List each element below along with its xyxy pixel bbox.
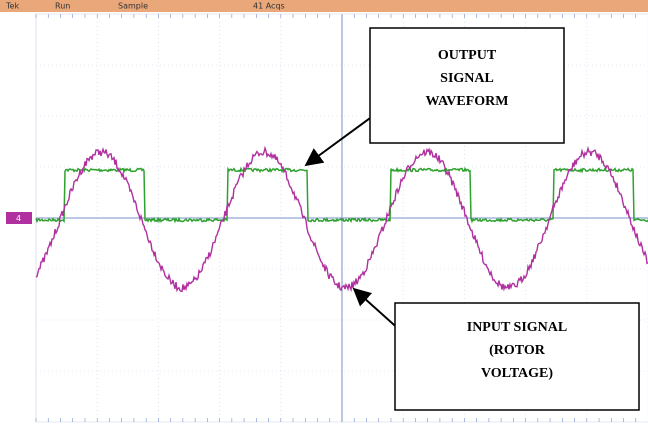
status-bar bbox=[0, 0, 648, 12]
annotation-line: INPUT SIGNAL bbox=[467, 320, 568, 335]
acquisition-mode: Sample bbox=[118, 2, 148, 11]
brand: Tek bbox=[5, 2, 19, 11]
acquisition-count: 41 Acqs bbox=[253, 2, 285, 11]
channel-marker: 4 bbox=[16, 214, 21, 223]
annotation-line: SIGNAL bbox=[440, 71, 494, 86]
scope-screenshot: Tek Run Sample 41 Acqs 4 OUTPUT SIGNAL W… bbox=[0, 0, 648, 425]
annotation-line: WAVEFORM bbox=[426, 94, 509, 109]
run-mode: Run bbox=[55, 2, 70, 11]
annotation-line: VOLTAGE) bbox=[481, 366, 553, 381]
annotation-line: OUTPUT bbox=[438, 48, 497, 63]
annotation-line: (ROTOR bbox=[489, 343, 546, 358]
